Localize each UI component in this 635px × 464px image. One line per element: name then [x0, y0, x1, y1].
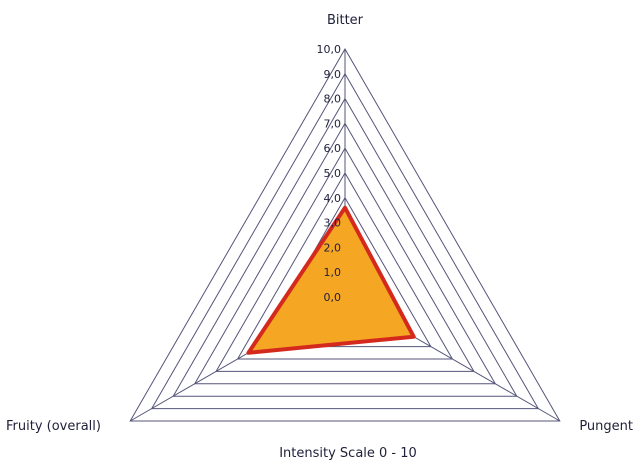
axis-label: Fruity (overall) — [6, 419, 101, 434]
tick-label: 1,0 — [324, 266, 342, 279]
tick-label: 9,0 — [324, 68, 342, 81]
series-area — [246, 205, 416, 355]
grid-ring — [236, 172, 454, 360]
tick-label: 6,0 — [324, 142, 342, 155]
tick-labels: 0,0 1,0 2,0 3,0 4,0 5,0 6,0 7,0 8,0 9,0 10,0 — [317, 43, 342, 304]
grid-ring — [172, 97, 518, 397]
grid-ring — [129, 48, 561, 422]
grid-ring — [215, 147, 475, 372]
tick-label: 4,0 — [324, 192, 342, 205]
data-point — [343, 206, 347, 210]
tick-label: 2,0 — [324, 241, 342, 254]
axis-label: Bitter — [327, 13, 364, 28]
tick-label: 8,0 — [324, 93, 342, 106]
chart-caption: Intensity Scale 0 - 10 — [279, 446, 417, 461]
tick-label: 0,0 — [324, 291, 342, 304]
tick-label: 5,0 — [324, 167, 342, 180]
grid-ring — [193, 122, 497, 385]
grid-ring — [150, 72, 540, 410]
tick-label: 7,0 — [324, 117, 342, 130]
axis-labels: Bitter Pungent Fruity (overall) — [6, 13, 633, 434]
series-layer — [246, 205, 416, 355]
tick-label: 3,0 — [324, 217, 342, 230]
data-point — [412, 335, 416, 339]
tick-label: 10,0 — [317, 43, 342, 56]
data-point — [246, 351, 250, 355]
axis-label: Pungent — [579, 419, 633, 434]
